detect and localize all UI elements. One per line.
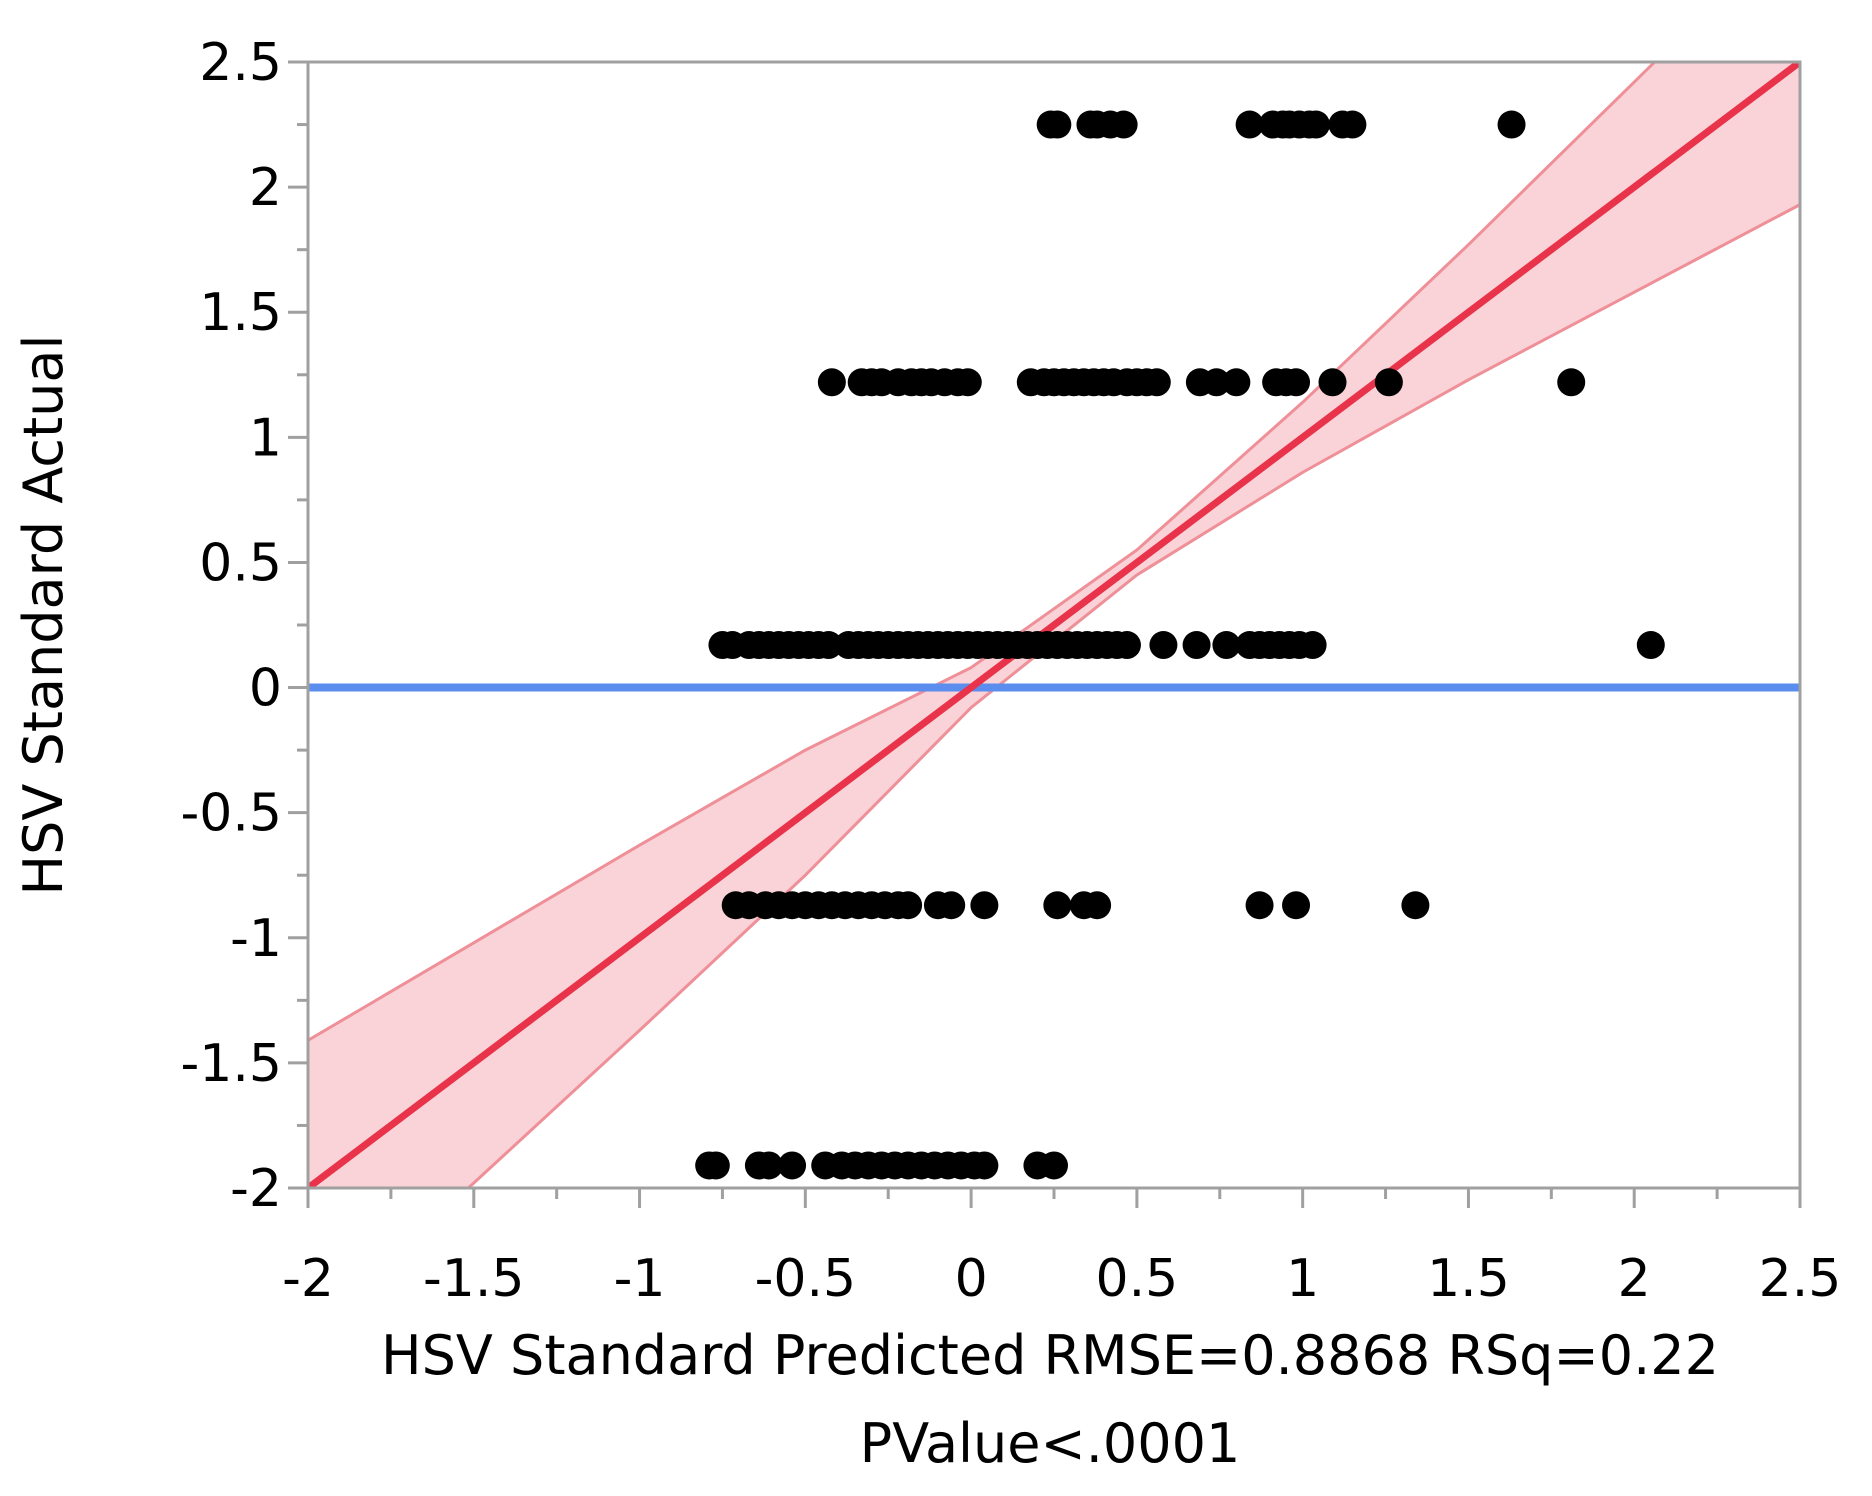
- x-tick-label: 1: [1286, 1249, 1319, 1309]
- data-point: [953, 368, 982, 397]
- x-tick-label: -2: [282, 1249, 334, 1309]
- data-point: [1401, 891, 1430, 920]
- data-point: [778, 1151, 807, 1180]
- data-point: [1040, 1151, 1068, 1180]
- data-point: [1318, 368, 1347, 397]
- reference-lines: [308, 62, 1800, 1188]
- data-point: [1212, 631, 1241, 660]
- data-point: [937, 891, 966, 920]
- data-point: [1182, 631, 1211, 660]
- y-tick-label: -1.5: [181, 1034, 282, 1094]
- data-point: [1301, 110, 1330, 139]
- y-axis-title: HSV Standard Actual: [12, 335, 75, 896]
- y-tick-label: 1: [249, 408, 282, 468]
- data-point: [1222, 368, 1251, 397]
- data-point: [1202, 368, 1231, 397]
- y-tick-label: 2: [249, 158, 282, 218]
- y-tick-label: 1.5: [199, 283, 282, 343]
- x-tick-label: 1.5: [1427, 1249, 1510, 1309]
- data-point: [1142, 368, 1171, 397]
- data-point: [1298, 631, 1327, 660]
- data-point: [1557, 368, 1586, 397]
- confidence-band: [308, 62, 1800, 1188]
- confidence-band-upper: [308, 62, 1657, 1042]
- data-point: [1112, 631, 1141, 660]
- data-point: [970, 891, 999, 920]
- data-point: [970, 1151, 999, 1180]
- data-point: [1282, 891, 1311, 920]
- y-tick-label: 0.5: [199, 533, 282, 593]
- x-axis-title: HSV Standard Predicted RMSE=0.8868 RSq=0…: [381, 1324, 1719, 1387]
- data-point: [894, 891, 923, 920]
- x-tick-label: -1.5: [423, 1249, 524, 1309]
- scatter-points: [695, 110, 1665, 1180]
- data-point: [814, 631, 843, 660]
- data-point: [701, 1151, 730, 1180]
- data-point: [1235, 110, 1264, 139]
- x-axis-title-line2: PValue<.0001: [860, 1412, 1241, 1475]
- data-point: [1149, 631, 1178, 660]
- confidence-band-area: [308, 62, 1800, 1188]
- data-point: [1282, 368, 1311, 397]
- y-tick-label: -2: [230, 1159, 282, 1219]
- data-point: [1245, 891, 1274, 920]
- data-point: [1636, 631, 1665, 660]
- x-tick-label: 2: [1618, 1249, 1651, 1309]
- data-point: [817, 368, 846, 397]
- y-tick-label: 2.5: [199, 33, 282, 93]
- x-tick-label: 0: [955, 1249, 988, 1309]
- y-tick-label: -1: [230, 909, 282, 969]
- data-point: [1374, 368, 1403, 397]
- data-point: [1109, 110, 1138, 139]
- y-tick-label: -0.5: [181, 784, 282, 844]
- data-point: [1083, 891, 1112, 920]
- data-point: [1043, 891, 1072, 920]
- x-tick-label: -1: [614, 1249, 666, 1309]
- x-tick-label: 2.5: [1759, 1249, 1842, 1309]
- data-point: [1338, 110, 1367, 139]
- data-point: [754, 1151, 783, 1180]
- data-point: [1497, 110, 1526, 139]
- y-tick-label: 0: [249, 659, 282, 719]
- axis-ticks: [288, 60, 1802, 1208]
- fit-line: [308, 62, 1800, 1188]
- tick-labels: -2 -1.5 -1 -0.5 0 0.5 1 1.5 2 2.5 -2 -1.5 -1 -0.5 0 0.5…: [181, 33, 1842, 1309]
- x-tick-label: -0.5: [755, 1249, 856, 1309]
- data-point: [1043, 110, 1072, 139]
- x-tick-label: 0.5: [1096, 1249, 1179, 1309]
